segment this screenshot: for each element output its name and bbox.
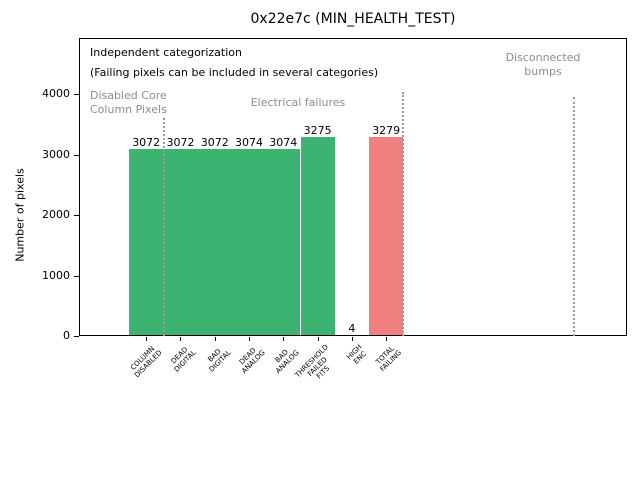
x-tick-label-bad-digital: BAD DIGITAL	[206, 347, 233, 374]
x-tick-label-high-enc: HIGH ENC	[345, 343, 369, 366]
bar-bad-digital	[197, 149, 232, 335]
y-axis-label: Number of pixels	[13, 168, 27, 262]
bar-dead-analog	[231, 149, 267, 335]
bar-value-label-total-failing: 3279	[372, 124, 401, 137]
bar-value-label-high-enc: 4	[348, 322, 356, 335]
x-tick-mark	[180, 337, 181, 341]
y-tick-mark	[74, 155, 79, 156]
x-tick-label-total-failing: TOTAL FAILING	[374, 344, 404, 374]
bar-value-label-bad-analog: 3074	[269, 136, 298, 149]
bar-value-label-dead-digital: 3072	[166, 136, 195, 149]
x-tick-label-dead-digital: DEAD DIGITAL	[169, 345, 198, 374]
x-tick-mark	[352, 337, 353, 341]
chart-title: 0x22e7c (MIN_HEALTH_TEST)	[250, 11, 456, 27]
y-tick-label: 4000	[42, 87, 70, 100]
bar-value-label-bad-digital: 3072	[200, 136, 229, 149]
y-tick-mark	[74, 215, 79, 216]
bar-bad-analog	[266, 149, 301, 335]
annotation-independent-categorization: Independent categorization	[90, 46, 242, 59]
x-tick-label-threshold-failed-fits: THRESHOLD FAILED FITS	[293, 343, 331, 381]
x-tick-label-dead-analog: DEAD ANALOG	[237, 346, 267, 376]
y-tick-mark	[74, 276, 79, 277]
bar-dead-digital	[163, 149, 198, 335]
x-tick-mark	[215, 337, 216, 341]
y-tick-label: 2000	[42, 208, 70, 221]
section-label-disabled-core-column-pixels: Disabled Core Column Pixels	[90, 89, 167, 116]
y-tick-label: 0	[63, 329, 70, 342]
y-tick-label: 3000	[42, 148, 70, 161]
annotation-failing-pixels-note: (Failing pixels can be included in sever…	[90, 66, 379, 79]
y-tick-label: 1000	[42, 269, 70, 282]
x-tick-mark	[283, 337, 284, 341]
section-label-electrical-failures: Electrical failures	[250, 96, 346, 109]
bar-column-disabled	[129, 149, 164, 335]
x-tick-mark	[249, 337, 250, 341]
section-separator	[402, 92, 404, 336]
plot-area	[79, 38, 627, 336]
section-separator	[573, 97, 575, 336]
section-label-disconnected-bumps: Disconnected bumps	[505, 51, 581, 78]
x-tick-mark	[318, 337, 319, 341]
bar-total-failing	[369, 137, 404, 335]
bar-value-label-dead-analog: 3074	[235, 136, 263, 149]
y-tick-mark	[74, 94, 79, 95]
x-tick-mark	[386, 337, 387, 341]
bars-layer	[80, 39, 626, 335]
x-tick-mark	[146, 337, 147, 341]
bar-value-label-threshold-failed-fits: 3275	[303, 124, 332, 137]
bar-value-label-column-disabled: 3072	[132, 136, 161, 149]
bar-threshold-failed-fits	[300, 137, 335, 335]
y-tick-mark	[74, 336, 79, 337]
section-separator	[163, 118, 165, 336]
x-tick-label-column-disabled: COLUMN DISABLED	[128, 344, 164, 380]
